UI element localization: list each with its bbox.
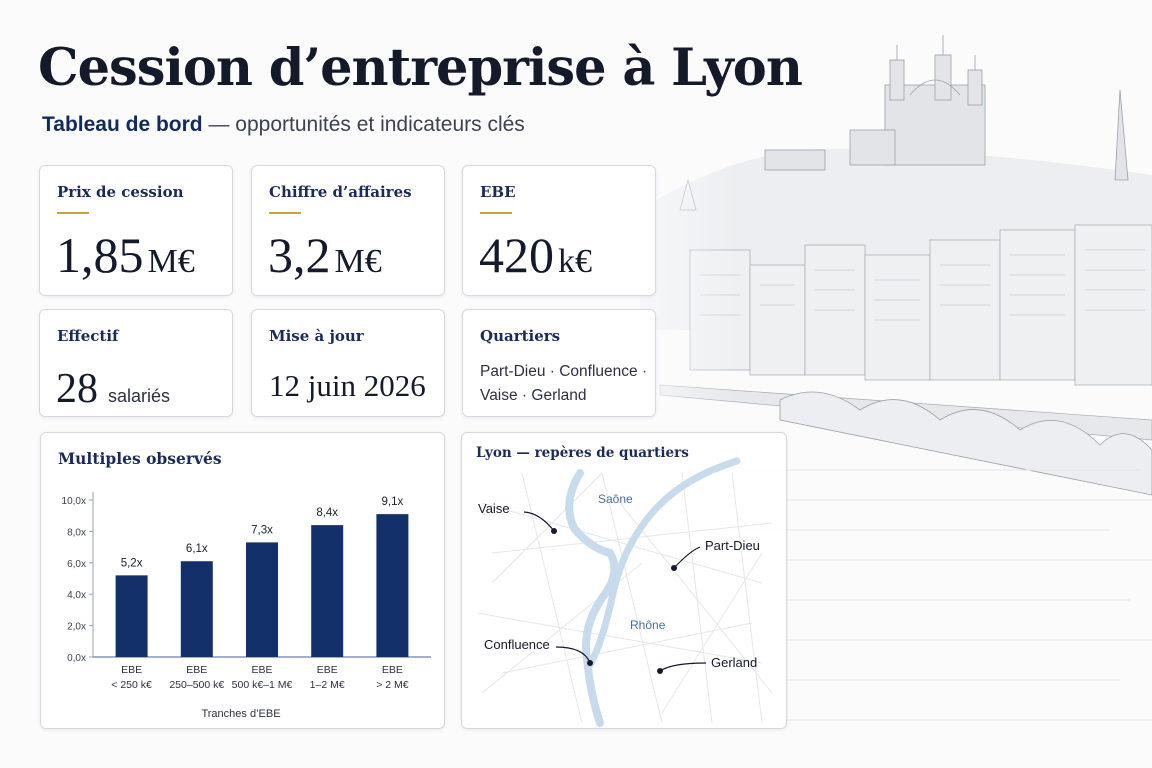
chart-card-multiples: 0,0x 2,0x 4,0x 6,0x 8,0x 10,0x 5,2x EBE < 250 k€…	[40, 432, 445, 729]
map-title: Lyon — repères de quartiers	[476, 445, 689, 461]
label-gerland: Gerland	[711, 655, 757, 670]
accent-rule	[480, 212, 512, 214]
kpi-label: Prix de cession	[57, 183, 184, 201]
quartiers-list: Part-Dieu · Confluence · Vaise · Gerland	[480, 360, 660, 408]
kpi-card-quartiers: Quartiers Part-Dieu · Confluence · Vaise…	[462, 309, 656, 417]
river-label-rhone: Rhône	[630, 618, 666, 632]
kpi-unit: M€	[147, 243, 195, 280]
kpi-card-prix: Prix de cession 1,85 M€	[39, 165, 233, 296]
kpi-label: Effectif	[57, 327, 119, 345]
lyon-map: Saône Rhône Vaise Part-Dieu Confluence G…	[476, 457, 773, 727]
multiples-bar-chart: 0,0x 2,0x 4,0x 6,0x 8,0x 10,0x 5,2x EBE < 250 k€…	[62, 492, 431, 720]
street-grid	[476, 472, 773, 724]
x-tick-label: 500 k€–1 M€	[232, 679, 293, 691]
y-tick-label: 0,0x	[67, 653, 86, 664]
x-tick-label: EBE	[251, 664, 272, 676]
x-tick-label: EBE	[121, 664, 142, 676]
bar-value-label: 5,2x	[121, 557, 143, 569]
chart-title: Multiples observés	[58, 449, 222, 468]
y-tick-label: 4,0x	[67, 590, 86, 601]
marker-part-dieu: Part-Dieu	[671, 538, 760, 571]
bar-value-label: 6,1x	[186, 543, 208, 555]
kpi-card-ca: Chiffre d’affaires 3,2 M€	[251, 165, 445, 296]
x-tick-label: > 2 M€	[376, 679, 409, 691]
label-part-dieu: Part-Dieu	[705, 538, 760, 553]
x-tick-label: 250–500 k€	[169, 679, 224, 691]
kpi-value: 420 k€	[479, 226, 592, 284]
marker-vaise: Vaise	[478, 501, 557, 534]
kpi-card-mise-a-jour: Mise à jour 12 juin 2026	[251, 309, 445, 417]
label-vaise: Vaise	[478, 501, 510, 516]
y-tick-label: 8,0x	[67, 527, 86, 538]
y-tick-label: 10,0x	[62, 496, 86, 507]
river-label-saone: Saône	[598, 492, 633, 506]
x-tick-label: < 250 k€	[111, 679, 152, 691]
bar	[376, 514, 409, 657]
kpi-number: 28	[56, 366, 98, 412]
bar	[115, 575, 148, 657]
marker-gerland: Gerland	[657, 655, 757, 674]
kpi-number: 1,85	[56, 227, 144, 283]
kpi-label: EBE	[480, 183, 516, 201]
kpi-label: Chiffre d’affaires	[269, 183, 412, 201]
x-axis-title: Tranches d’EBE	[201, 708, 280, 720]
marker-confluence: Confluence	[484, 637, 593, 666]
subtitle-rest: — opportunités et indicateurs clés	[202, 113, 525, 136]
kpi-number: 420	[479, 227, 554, 283]
rhone-river	[586, 457, 741, 669]
x-tick-label: EBE	[186, 664, 207, 676]
x-tick-label: EBE	[382, 664, 403, 676]
lyon-cityscape-illustration	[600, 0, 1152, 768]
bar-value-label: 8,4x	[316, 507, 338, 519]
bar	[311, 525, 344, 657]
y-tick-label: 2,0x	[67, 622, 86, 633]
kpi-card-effectif: Effectif 28 salariés	[39, 309, 233, 417]
accent-rule	[269, 212, 301, 214]
kpi-label: Quartiers	[480, 327, 561, 345]
kpi-unit: k€	[558, 243, 592, 280]
update-date: 12 juin 2026	[269, 368, 426, 403]
kpi-label: Mise à jour	[269, 327, 364, 345]
bar-value-label: 7,3x	[251, 524, 273, 536]
label-confluence: Confluence	[484, 637, 550, 652]
x-tick-label: 1–2 M€	[310, 679, 345, 691]
bar	[246, 542, 278, 657]
quartiers-line: Part-Dieu · Confluence ·	[480, 363, 648, 380]
kpi-number: 3,2	[268, 227, 331, 283]
kpi-unit: M€	[334, 243, 382, 280]
x-tick-label: EBE	[317, 664, 338, 676]
quartiers-line: Vaise · Gerland	[480, 387, 587, 404]
kpi-value: 1,85 M€	[56, 226, 195, 284]
bar	[180, 561, 213, 657]
saone-river	[565, 469, 619, 727]
kpi-value: 28 salariés	[56, 365, 170, 413]
y-tick-label: 6,0x	[67, 559, 86, 570]
kpi-value: 3,2 M€	[268, 226, 382, 284]
accent-rule	[57, 212, 89, 214]
subtitle-strong: Tableau de bord	[42, 113, 203, 136]
bar-value-label: 9,1x	[382, 496, 404, 508]
page-title: Cession d’entreprise à Lyon	[38, 38, 803, 98]
map-card-lyon: Saône Rhône Vaise Part-Dieu Confluence G…	[461, 432, 787, 729]
kpi-card-ebe: EBE 420 k€	[462, 165, 656, 296]
kpi-unit: salariés	[108, 386, 171, 406]
page-subtitle: Tableau de bord — opportunités et indica…	[42, 113, 525, 137]
